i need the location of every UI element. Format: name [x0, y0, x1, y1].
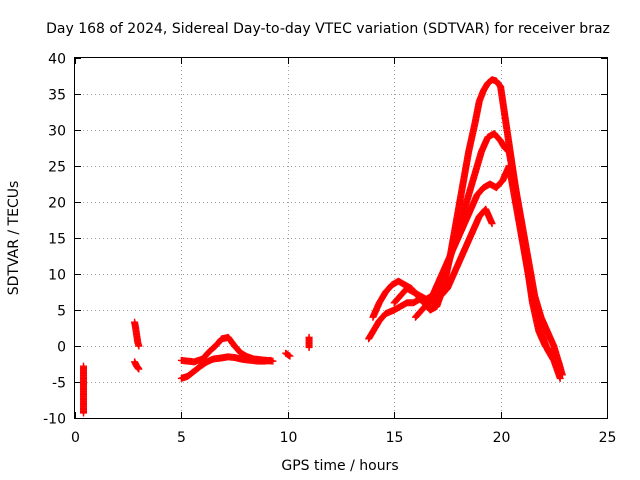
data-point — [305, 343, 313, 351]
x-axis-label: GPS time / hours — [281, 458, 398, 474]
x-tick-label: 25 — [599, 430, 617, 446]
series-segment-2-upper — [177, 333, 277, 366]
x-tick-label: 0 — [71, 430, 80, 446]
data-point — [556, 374, 564, 382]
data-point — [269, 357, 277, 365]
grid — [75, 58, 607, 418]
y-tick-label: 35 — [48, 88, 66, 104]
y-tick-label: 0 — [57, 340, 66, 356]
series-segment-5-d — [411, 205, 496, 321]
data-point — [80, 409, 88, 417]
series-segment-3 — [282, 349, 294, 360]
data-point — [135, 342, 143, 350]
y-tick-label: 30 — [48, 124, 66, 140]
y-tick-label: 25 — [48, 160, 66, 176]
series-early-points — [80, 362, 88, 417]
data-point — [285, 351, 293, 359]
y-tick-label: -5 — [52, 376, 66, 392]
data-point — [488, 220, 496, 228]
series-segment-6-decline-a — [497, 83, 566, 379]
series-segment-1-upper — [131, 318, 143, 350]
tick-labels: 0 5 10 15 20 25 -10 -5 0 5 10 15 20 25 30 35 40 — [43, 52, 616, 447]
y-tick-label: 40 — [48, 52, 66, 68]
y-tick-label: -10 — [43, 412, 66, 428]
x-tick-label: 5 — [177, 430, 186, 446]
y-tick-label: 15 — [48, 232, 66, 248]
chart-title: Day 168 of 2024, Sidereal Day-to-day VTE… — [46, 21, 610, 37]
data-point — [286, 352, 294, 360]
series-segment-4 — [305, 333, 313, 351]
plot-frame — [74, 57, 608, 419]
x-tick-label: 20 — [493, 430, 511, 446]
x-tick-label: 15 — [386, 430, 404, 446]
data-point — [135, 365, 143, 373]
x-tick-label: 10 — [280, 430, 298, 446]
y-tick-label: 20 — [48, 196, 66, 212]
series-segment-6-decline-c — [505, 162, 564, 382]
y-tick-label: 10 — [48, 268, 66, 284]
series-segment-1-lower — [131, 358, 143, 373]
data-points — [80, 76, 566, 417]
y-tick-label: 5 — [57, 304, 66, 320]
y-axis-label: SDTVAR / TECUs — [6, 181, 22, 296]
